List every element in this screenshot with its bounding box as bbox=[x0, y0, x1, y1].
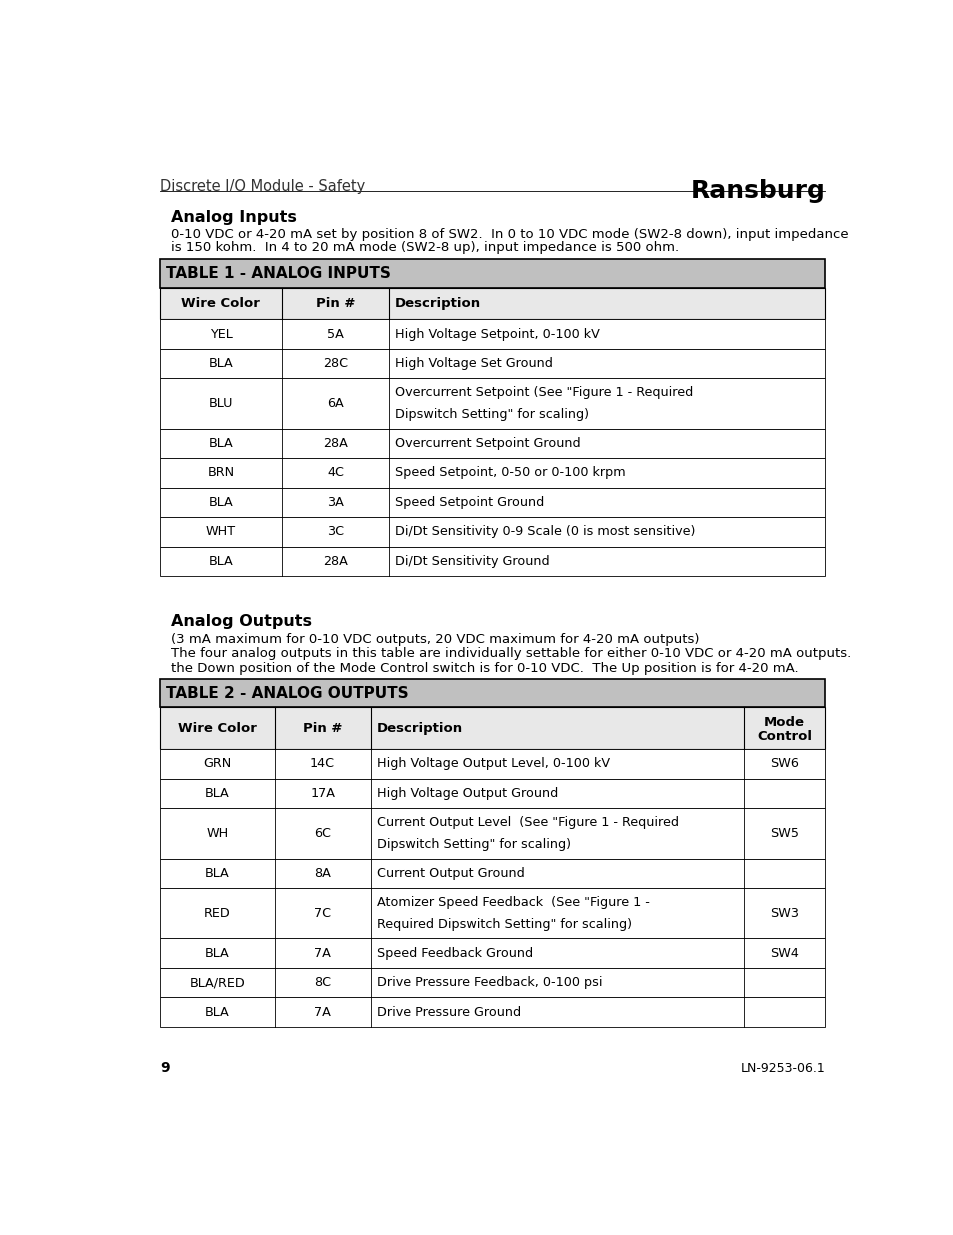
Text: 5A: 5A bbox=[327, 327, 344, 341]
Text: 9: 9 bbox=[160, 1061, 170, 1076]
Text: Wire Color: Wire Color bbox=[177, 721, 256, 735]
Text: Description: Description bbox=[376, 721, 462, 735]
Bar bbox=[160, 679, 824, 708]
Text: High Voltage Set Ground: High Voltage Set Ground bbox=[395, 357, 553, 370]
Text: 14C: 14C bbox=[310, 757, 335, 771]
Bar bbox=[160, 348, 824, 378]
Bar bbox=[160, 998, 824, 1026]
Text: High Voltage Setpoint, 0-100 kV: High Voltage Setpoint, 0-100 kV bbox=[395, 327, 599, 341]
Text: Pin #: Pin # bbox=[302, 721, 342, 735]
Text: Dipswitch Setting" for scaling): Dipswitch Setting" for scaling) bbox=[376, 839, 570, 851]
Text: High Voltage Output Level, 0-100 kV: High Voltage Output Level, 0-100 kV bbox=[376, 757, 609, 771]
Text: WH: WH bbox=[206, 827, 228, 840]
Text: 0-10 VDC or 4-20 mA set by position 8 of SW2.  In 0 to 10 VDC mode (SW2-8 down),: 0-10 VDC or 4-20 mA set by position 8 of… bbox=[171, 228, 848, 241]
Text: BLU: BLU bbox=[209, 396, 233, 410]
Text: BLA: BLA bbox=[209, 555, 233, 568]
Bar bbox=[160, 888, 824, 939]
Text: Analog Outputs: Analog Outputs bbox=[171, 614, 312, 629]
Text: TABLE 2 - ANALOG OUTPUTS: TABLE 2 - ANALOG OUTPUTS bbox=[166, 685, 408, 700]
Text: BLA/RED: BLA/RED bbox=[189, 976, 245, 989]
Text: Di/Dt Sensitivity Ground: Di/Dt Sensitivity Ground bbox=[395, 555, 549, 568]
Text: 7A: 7A bbox=[314, 1005, 331, 1019]
Text: High Voltage Output Ground: High Voltage Output Ground bbox=[376, 787, 558, 800]
Text: BLA: BLA bbox=[209, 496, 233, 509]
Text: BRN: BRN bbox=[207, 467, 234, 479]
Bar bbox=[160, 429, 824, 458]
Bar bbox=[160, 517, 824, 547]
Text: Current Output Level  (See "Figure 1 - Required: Current Output Level (See "Figure 1 - Re… bbox=[376, 816, 678, 829]
Text: BLA: BLA bbox=[205, 787, 230, 800]
Text: 6C: 6C bbox=[314, 827, 331, 840]
Text: Pin #: Pin # bbox=[315, 298, 355, 310]
Bar bbox=[160, 779, 824, 808]
Text: The four analog outputs in this table are individually settable for either 0-10 : The four analog outputs in this table ar… bbox=[171, 647, 850, 661]
Text: Mode: Mode bbox=[763, 715, 804, 729]
Text: Current Output Ground: Current Output Ground bbox=[376, 867, 524, 879]
Bar bbox=[160, 288, 824, 320]
Text: Speed Feedback Ground: Speed Feedback Ground bbox=[376, 947, 532, 960]
Bar bbox=[160, 458, 824, 488]
Text: SW4: SW4 bbox=[769, 947, 799, 960]
Text: SW3: SW3 bbox=[769, 906, 799, 920]
Text: BLA: BLA bbox=[205, 867, 230, 879]
Text: BLA: BLA bbox=[209, 437, 233, 450]
Bar bbox=[160, 488, 824, 517]
Text: BLA: BLA bbox=[209, 357, 233, 370]
Text: Wire Color: Wire Color bbox=[181, 298, 260, 310]
Text: Description: Description bbox=[395, 298, 480, 310]
Bar bbox=[160, 968, 824, 998]
Text: 28A: 28A bbox=[323, 437, 348, 450]
Text: (3 mA maximum for 0-10 VDC outputs, 20 VDC maximum for 4-20 mA outputs): (3 mA maximum for 0-10 VDC outputs, 20 V… bbox=[171, 634, 699, 646]
Bar bbox=[160, 708, 824, 750]
Text: Drive Pressure Feedback, 0-100 psi: Drive Pressure Feedback, 0-100 psi bbox=[376, 976, 601, 989]
Text: GRN: GRN bbox=[203, 757, 231, 771]
Text: WHT: WHT bbox=[206, 525, 235, 538]
Text: Drive Pressure Ground: Drive Pressure Ground bbox=[376, 1005, 520, 1019]
Text: Atomizer Speed Feedback  (See "Figure 1 -: Atomizer Speed Feedback (See "Figure 1 - bbox=[376, 895, 649, 909]
Bar bbox=[160, 547, 824, 577]
Text: BLA: BLA bbox=[205, 947, 230, 960]
Text: SW5: SW5 bbox=[769, 827, 799, 840]
Text: LN-9253-06.1: LN-9253-06.1 bbox=[740, 1062, 824, 1076]
Text: Analog Inputs: Analog Inputs bbox=[171, 210, 296, 225]
Text: Speed Setpoint, 0-50 or 0-100 krpm: Speed Setpoint, 0-50 or 0-100 krpm bbox=[395, 467, 625, 479]
Bar bbox=[160, 750, 824, 779]
Text: TABLE 1 - ANALOG INPUTS: TABLE 1 - ANALOG INPUTS bbox=[166, 267, 391, 282]
Text: 28A: 28A bbox=[323, 555, 348, 568]
Text: 4C: 4C bbox=[327, 467, 344, 479]
Text: 28C: 28C bbox=[323, 357, 348, 370]
Text: 3A: 3A bbox=[327, 496, 344, 509]
Text: Overcurrent Setpoint (See "Figure 1 - Required: Overcurrent Setpoint (See "Figure 1 - Re… bbox=[395, 387, 693, 399]
Bar bbox=[160, 858, 824, 888]
Bar bbox=[160, 939, 824, 968]
Text: Ransburg: Ransburg bbox=[690, 179, 824, 203]
Text: YEL: YEL bbox=[210, 327, 232, 341]
Text: 6A: 6A bbox=[327, 396, 343, 410]
Text: Required Dipswitch Setting" for scaling): Required Dipswitch Setting" for scaling) bbox=[376, 918, 631, 931]
Text: 3C: 3C bbox=[327, 525, 344, 538]
Text: Control: Control bbox=[757, 730, 811, 743]
Text: Discrete I/O Module - Safety: Discrete I/O Module - Safety bbox=[160, 179, 365, 194]
Bar bbox=[160, 808, 824, 858]
Text: Speed Setpoint Ground: Speed Setpoint Ground bbox=[395, 496, 544, 509]
Bar bbox=[160, 320, 824, 348]
Text: Dipswitch Setting" for scaling): Dipswitch Setting" for scaling) bbox=[395, 408, 588, 421]
Text: BLA: BLA bbox=[205, 1005, 230, 1019]
Text: Overcurrent Setpoint Ground: Overcurrent Setpoint Ground bbox=[395, 437, 580, 450]
Text: is 150 kohm.  In 4 to 20 mA mode (SW2-8 up), input impedance is 500 ohm.: is 150 kohm. In 4 to 20 mA mode (SW2-8 u… bbox=[171, 241, 679, 254]
Text: RED: RED bbox=[204, 906, 231, 920]
Text: 8A: 8A bbox=[314, 867, 331, 879]
Bar bbox=[160, 378, 824, 429]
Text: 7A: 7A bbox=[314, 947, 331, 960]
Text: Di/Dt Sensitivity 0-9 Scale (0 is most sensitive): Di/Dt Sensitivity 0-9 Scale (0 is most s… bbox=[395, 525, 695, 538]
Text: SW6: SW6 bbox=[769, 757, 799, 771]
Bar bbox=[160, 259, 824, 288]
Text: 7C: 7C bbox=[314, 906, 331, 920]
Text: 17A: 17A bbox=[310, 787, 335, 800]
Text: the Down position of the Mode Control switch is for 0-10 VDC.  The Up position i: the Down position of the Mode Control sw… bbox=[171, 662, 798, 674]
Text: 8C: 8C bbox=[314, 976, 331, 989]
